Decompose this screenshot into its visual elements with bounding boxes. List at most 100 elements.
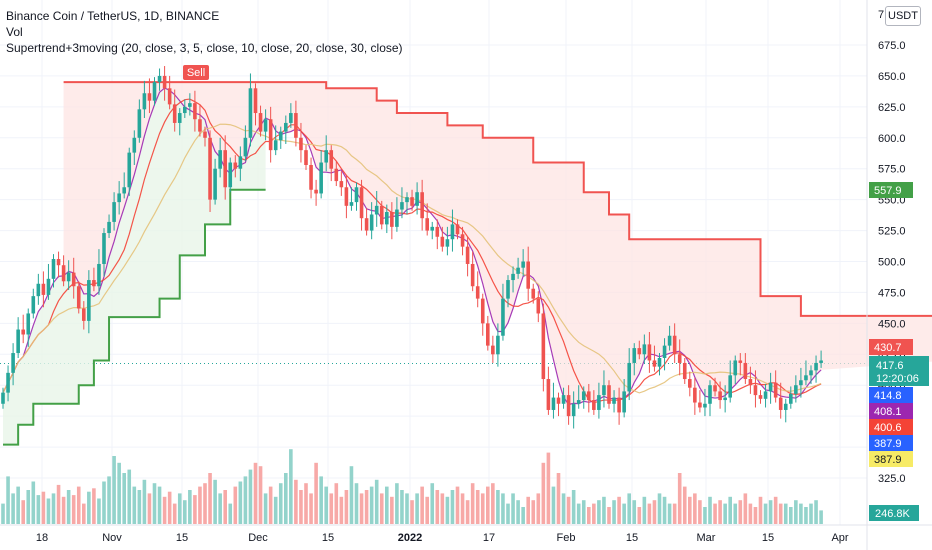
candle-body xyxy=(460,234,465,247)
volume-bar xyxy=(16,486,20,524)
volume-bar xyxy=(167,491,172,524)
volume-bar xyxy=(359,493,364,524)
volume-bar xyxy=(783,503,788,524)
volume-bar xyxy=(713,503,717,524)
current-price-badge xyxy=(869,356,929,386)
volume-bar xyxy=(667,503,672,524)
candle-body xyxy=(339,181,344,188)
candle-body xyxy=(506,280,510,299)
volume-bar xyxy=(268,486,273,524)
candle-body xyxy=(637,348,642,355)
volume-bar xyxy=(258,466,263,524)
candle-body xyxy=(713,385,717,392)
volume-bar xyxy=(152,483,157,524)
candle-body xyxy=(728,375,732,398)
volume-bar xyxy=(501,493,505,524)
volume-bar xyxy=(536,493,541,524)
volume-bar xyxy=(385,486,389,524)
candle-body xyxy=(21,329,25,335)
volume-bar xyxy=(76,486,81,524)
volume-bar xyxy=(405,493,409,524)
candle-body xyxy=(496,335,500,355)
candle-body xyxy=(198,119,202,132)
price-tick-label: 625.0 xyxy=(878,102,906,114)
candle-body xyxy=(470,263,475,287)
legend: Binance Coin / TetherUS, 1D, BINANCE Vol… xyxy=(6,8,403,56)
candle-body xyxy=(440,236,445,247)
time-tick-label: Apr xyxy=(831,532,848,544)
time-tick-label: 15 xyxy=(176,532,188,544)
candle-body xyxy=(238,156,243,169)
supertrend-down-line xyxy=(63,81,932,317)
candle-body xyxy=(243,137,248,157)
ma-five-badge xyxy=(869,451,913,467)
time-axis[interactable]: 18 Nov 15 Dec 15 2022 17 Feb 15 Mar 15 Apr xyxy=(0,524,932,544)
candle-body xyxy=(778,397,783,410)
volume-bar xyxy=(324,486,328,524)
ma-slow-badge-text: 400.6 xyxy=(874,422,902,434)
volume-bar xyxy=(465,500,470,524)
volume-bar xyxy=(223,490,227,524)
volume-bar xyxy=(551,486,556,524)
volume-bar xyxy=(395,483,399,524)
ma-four-badge xyxy=(869,435,913,451)
volume-bar xyxy=(107,476,111,524)
volume-bar xyxy=(87,491,91,524)
candle-body xyxy=(657,357,662,367)
candle-body xyxy=(233,162,238,169)
price-tick-label: 325.0 xyxy=(878,473,906,485)
volume-bar xyxy=(177,493,182,524)
volume-bar xyxy=(142,479,147,524)
candle-body xyxy=(632,348,637,363)
price-tick-label: 600.0 xyxy=(878,133,906,145)
candle-body xyxy=(379,205,384,225)
volume-bar xyxy=(475,490,480,524)
volume-bar xyxy=(21,500,25,524)
volume-bar xyxy=(632,500,637,524)
candle-body xyxy=(597,395,601,410)
candle-body xyxy=(364,218,369,231)
candle-body xyxy=(369,214,374,231)
volume-bar xyxy=(799,503,803,524)
candle-body xyxy=(172,104,177,123)
volume-bar xyxy=(289,449,293,524)
candle-body xyxy=(132,137,137,153)
candle-body xyxy=(602,385,606,396)
volume-bar xyxy=(36,495,41,524)
candle-body xyxy=(642,344,647,355)
candle-body xyxy=(324,150,328,163)
candle-body xyxy=(127,152,132,188)
candle-body xyxy=(223,150,227,188)
candle-body xyxy=(445,239,450,247)
volume-bar xyxy=(410,500,414,524)
volume-bar xyxy=(486,486,490,524)
symbol-title[interactable]: Binance Coin / TetherUS, 1D, BINANCE xyxy=(6,9,220,23)
volume-bar xyxy=(496,490,500,524)
volume-bar xyxy=(470,483,475,524)
candle-body xyxy=(1,392,5,404)
volume-bar xyxy=(147,493,152,524)
price-axis[interactable]: 325.0350.0375.0400.0425.0450.0475.0500.0… xyxy=(866,0,906,550)
volume-bar xyxy=(773,496,778,524)
currency-unit-button[interactable]: USDT xyxy=(885,6,921,26)
ma-five-badge-text: 387.9 xyxy=(874,454,902,466)
volume-bar xyxy=(334,483,339,524)
volume-bar xyxy=(51,493,56,524)
candle-body xyxy=(415,192,419,206)
ma-mid-line xyxy=(2,98,822,404)
volume-bar xyxy=(743,493,748,524)
countdown-text: 12:20:06 xyxy=(876,373,919,385)
indicator-legend[interactable]: Supertrend+3moving (20, close, 3, 5, clo… xyxy=(6,41,403,55)
candle-body xyxy=(319,162,323,194)
volume-bar xyxy=(733,503,738,524)
candle-body xyxy=(819,360,823,363)
candle-body xyxy=(309,165,313,190)
volume-legend[interactable]: Vol xyxy=(6,25,23,39)
volume-bar xyxy=(677,473,682,524)
price-tick-label: 500.0 xyxy=(878,257,906,269)
candle-body xyxy=(66,272,71,282)
candle-body xyxy=(592,400,596,410)
volume-bar xyxy=(162,496,167,524)
volume-bar xyxy=(198,486,202,524)
